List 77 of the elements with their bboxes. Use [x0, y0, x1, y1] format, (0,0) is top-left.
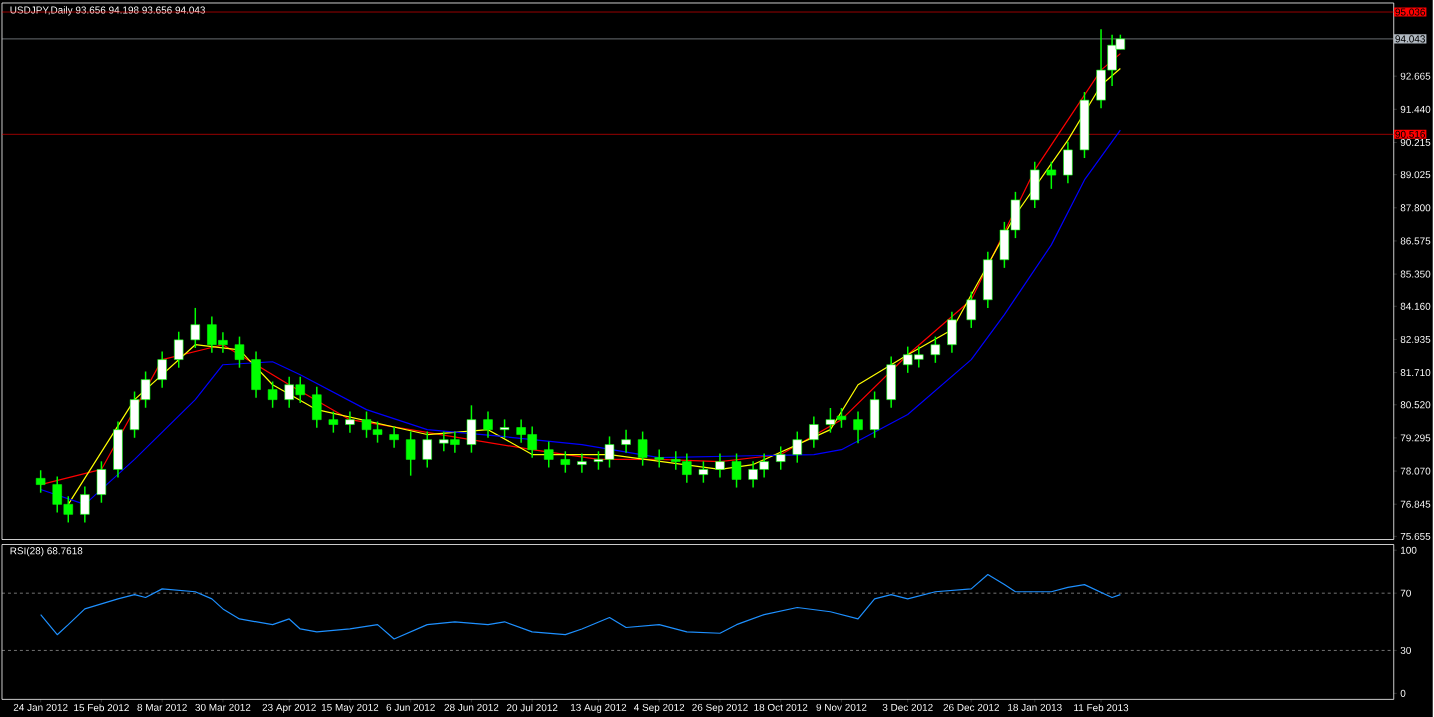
- candlestick: [637, 430, 648, 467]
- candlestick: [792, 430, 802, 464]
- candlestick: [853, 410, 863, 444]
- y-tick-label: 90.215: [1400, 138, 1431, 146]
- y-tick-label: 85.350: [1400, 270, 1431, 278]
- y-tick-label: 0: [1400, 689, 1406, 697]
- candlestick: [1046, 160, 1057, 190]
- x-tick-label: 15 Feb 2012: [74, 703, 129, 712]
- y-tick-label: 92.665: [1400, 72, 1431, 80]
- y-tick-label: 80.520: [1400, 401, 1431, 409]
- candlestick: [560, 450, 571, 474]
- candlestick: [80, 485, 90, 524]
- x-tick-label: 26 Sep 2012: [692, 703, 748, 713]
- x-tick-label: 3 Dec 2012: [882, 703, 933, 711]
- y-tick-label: 81.710: [1400, 368, 1431, 376]
- candlestick: [190, 306, 201, 349]
- candlestick: [776, 445, 786, 471]
- candlestick: [654, 448, 664, 469]
- y-tick-label: 91.440: [1400, 105, 1431, 113]
- candlestick: [930, 335, 941, 364]
- y-tick-label: 86.575: [1400, 237, 1431, 245]
- y-tick-label: 75.655: [1400, 532, 1431, 540]
- candlestick: [389, 425, 399, 449]
- candlestick: [174, 330, 184, 369]
- x-tick-label: 11 Feb 2013: [1074, 703, 1129, 712]
- candlestick: [698, 460, 709, 484]
- x-tick-label: 15 May 2012: [321, 703, 379, 713]
- y-tick-label: 70: [1400, 589, 1411, 597]
- y-tick-label: 78.070: [1400, 467, 1431, 475]
- candlestick: [715, 452, 725, 479]
- y-tick-label: 84.160: [1400, 302, 1431, 310]
- line-series: [40, 573, 1121, 640]
- candlestick: [422, 430, 432, 469]
- x-tick-label: 18 Oct 2012: [754, 703, 808, 711]
- candlestick: [731, 452, 742, 489]
- y-tick-label: 76.845: [1400, 500, 1431, 508]
- candlestick: [544, 440, 554, 469]
- candlestick: [267, 380, 278, 409]
- y-tick-label: 30: [1400, 646, 1411, 654]
- candlestick: [577, 452, 587, 474]
- x-tick-label: 23 Apr 2012: [262, 703, 316, 713]
- candlestick: [748, 460, 758, 489]
- candlestick: [621, 428, 631, 454]
- candlestick: [809, 415, 819, 449]
- candlestick: [516, 418, 526, 444]
- x-tick-label: 13 Aug 2012: [571, 703, 627, 713]
- chart-title: USDJPY,Daily 93.656 94.198 93.656 94.043: [10, 6, 206, 16]
- x-tick-label: 18 Jan 2013: [1008, 703, 1062, 711]
- ref-line-label: 90.516: [1395, 130, 1425, 138]
- candlestick: [499, 418, 510, 439]
- y-tick-label: 89.025: [1400, 170, 1431, 179]
- candlestick: [157, 350, 167, 389]
- candlestick: [483, 410, 493, 439]
- x-tick-label: 9 Nov 2012: [816, 703, 867, 711]
- y-tick-label: 79.295: [1400, 434, 1431, 442]
- candlestick: [759, 452, 769, 479]
- x-tick-label: 4 Sep 2012: [633, 703, 685, 713]
- x-tick-label: 20 Jul 2012: [506, 703, 558, 712]
- chart-title: RSI(28) 68.7618: [10, 546, 83, 557]
- candlestick: [966, 290, 976, 329]
- x-tick-label: 26 Dec 2012: [943, 703, 999, 711]
- candlestick: [405, 430, 416, 477]
- x-tick-label: 28 Jun 2012: [444, 703, 499, 711]
- y-tick-label: 100: [1401, 546, 1417, 554]
- candlestick: [35, 469, 46, 494]
- candlestick: [234, 335, 245, 369]
- x-tick-label: 6 Jun 2012: [386, 703, 435, 711]
- candlestick: [328, 410, 339, 434]
- x-tick-label: 30 Mar 2012: [195, 703, 251, 711]
- y-tick-label: 82.935: [1400, 335, 1431, 343]
- y-tick-label: 87.800: [1400, 204, 1431, 212]
- candlestick: [527, 425, 537, 459]
- ref-line-label: 94.043: [1395, 35, 1425, 43]
- x-tick-label: 24 Jan 2012: [13, 703, 68, 711]
- ref-line-label: 95.036: [1395, 8, 1425, 16]
- x-tick-label: 8 Mar 2012: [137, 703, 187, 711]
- candlestick: [345, 410, 355, 434]
